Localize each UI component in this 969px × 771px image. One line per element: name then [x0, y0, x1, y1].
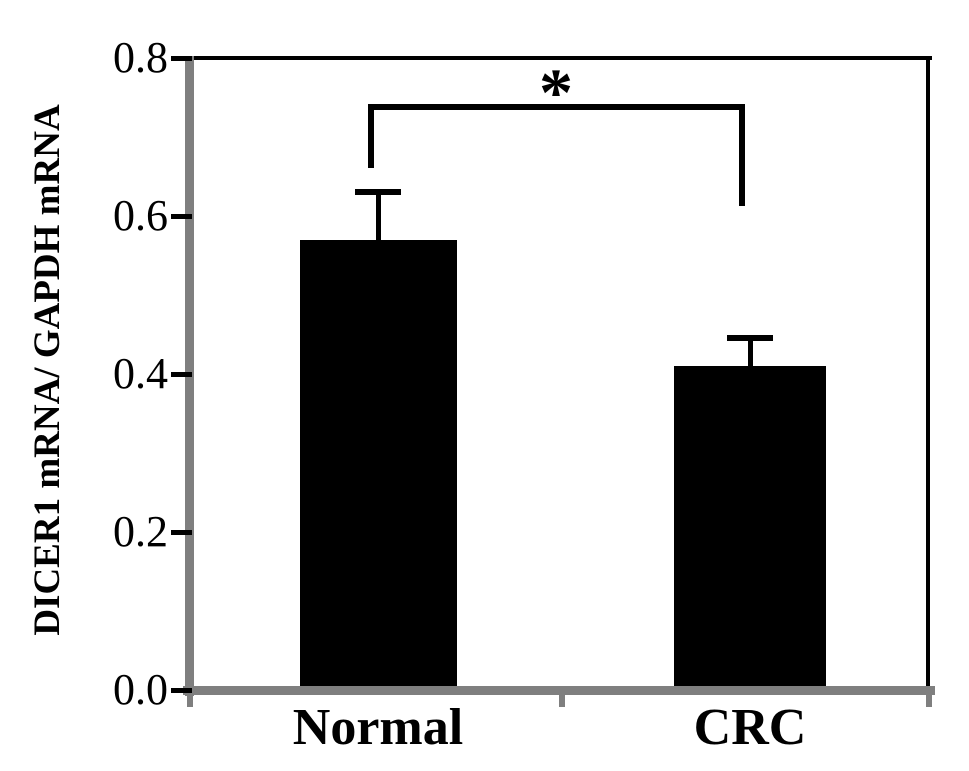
x-tick-mark: [559, 694, 565, 707]
error-bar-cap-crc: [727, 335, 773, 342]
bar-normal: [300, 239, 457, 690]
x-category-label-crc: CRC: [693, 699, 807, 756]
error-bar-stem-crc: [747, 338, 753, 367]
x-category-label-normal: Normal: [292, 699, 464, 756]
significance-bracket-right-drop: [739, 104, 745, 206]
plot-frame-right: [926, 56, 930, 695]
error-bar-stem-normal: [375, 192, 381, 240]
x-tick-mark: [187, 694, 193, 707]
y-tick-label: 0.4: [113, 349, 168, 398]
y-tick-label: 0.2: [113, 507, 168, 556]
y-tick-mark: [171, 371, 192, 377]
plot-frame-top: [188, 56, 932, 60]
y-axis-label: DICER1 mRNA/ GAPDH mRNA: [27, 104, 68, 636]
y-tick-mark: [171, 687, 192, 693]
significance-bracket-left-drop: [368, 104, 374, 168]
bar-crc: [674, 366, 826, 690]
y-tick-mark: [171, 213, 192, 219]
y-tick-mark: [171, 529, 192, 535]
y-tick-label: 0.0: [113, 665, 168, 714]
y-tick-mark: [171, 55, 192, 61]
x-tick-mark: [926, 694, 932, 707]
error-bar-cap-normal: [355, 189, 401, 196]
x-axis-line: [183, 686, 935, 695]
y-tick-label: 0.8: [113, 33, 168, 82]
y-tick-label: 0.6: [113, 191, 168, 240]
significance-asterisk: *: [539, 54, 573, 130]
significance-bracket-horizontal: [368, 104, 745, 110]
